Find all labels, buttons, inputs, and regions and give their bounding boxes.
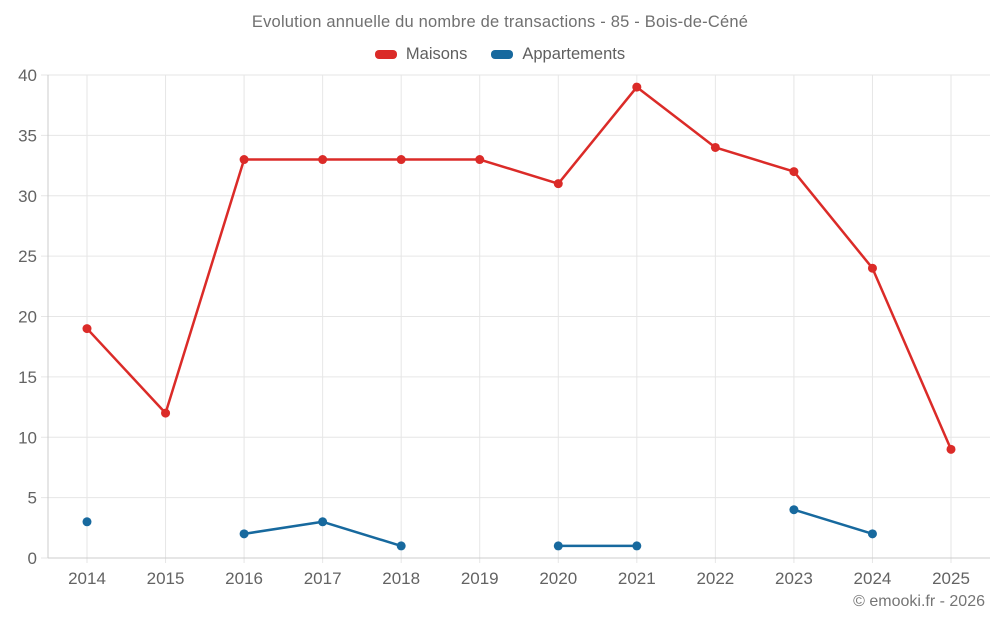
x-tick-label: 2022 [696, 569, 734, 588]
x-tick-label: 2018 [382, 569, 420, 588]
data-point-maisons-2020 [553, 179, 563, 189]
data-point-appartements-2020 [553, 541, 563, 551]
y-tick-label: 10 [18, 428, 37, 447]
data-point-appartements-2024 [867, 529, 877, 539]
data-point-maisons-2023 [789, 167, 799, 177]
y-tick-label: 40 [18, 66, 37, 85]
series-line-appartements [792, 508, 874, 536]
appartements-swatch-icon [491, 50, 514, 59]
data-point-maisons-2024 [867, 263, 877, 273]
copyright-text: © emooki.fr - 2026 [853, 593, 985, 610]
x-tick-label: 2021 [618, 569, 656, 588]
x-tick-label: 2017 [304, 569, 342, 588]
x-tick-label: 2016 [225, 569, 263, 588]
x-tick-label: 2023 [775, 569, 813, 588]
data-point-appartements-2016 [239, 529, 249, 539]
legend-label-appartements: Appartements [522, 45, 626, 63]
y-tick-label: 20 [18, 308, 37, 327]
legend-item-maisons[interactable]: Maisons [374, 45, 468, 64]
y-tick-label: 5 [28, 489, 37, 508]
x-tick-label: 2020 [539, 569, 577, 588]
data-point-maisons-2016 [239, 155, 249, 165]
data-point-appartements-2018 [396, 541, 406, 551]
data-point-appartements-2023 [789, 505, 799, 515]
data-point-appartements-2014 [82, 517, 92, 527]
y-tick-label: 30 [18, 187, 37, 206]
data-point-maisons-2025 [946, 444, 956, 454]
data-point-maisons-2019 [475, 155, 485, 165]
data-point-maisons-2018 [396, 155, 406, 165]
x-tick-label: 2025 [932, 569, 970, 588]
data-point-maisons-2017 [318, 155, 328, 165]
chart-legend: Maisons Appartements [0, 45, 1000, 64]
x-tick-label: 2024 [854, 569, 892, 588]
maisons-swatch-icon [374, 50, 397, 59]
chart-title: Evolution annuelle du nombre de transact… [251, 13, 749, 31]
x-tick-label: 2019 [461, 569, 499, 588]
data-point-maisons-2021 [632, 82, 642, 92]
y-tick-label: 15 [18, 368, 37, 387]
data-point-maisons-2022 [710, 142, 720, 152]
data-point-maisons-2015 [161, 408, 171, 418]
y-tick-label: 25 [18, 247, 37, 266]
data-point-maisons-2014 [82, 324, 92, 334]
data-point-appartements-2021 [632, 541, 642, 551]
y-tick-label: 0 [28, 549, 37, 568]
x-tick-label: 2015 [147, 569, 185, 588]
y-tick-label: 35 [18, 126, 37, 145]
x-tick-label: 2014 [68, 569, 106, 588]
data-point-appartements-2017 [318, 517, 328, 527]
series-line-maisons [85, 85, 953, 451]
legend-label-maisons: Maisons [405, 45, 468, 63]
legend-item-appartements[interactable]: Appartements [491, 45, 625, 64]
